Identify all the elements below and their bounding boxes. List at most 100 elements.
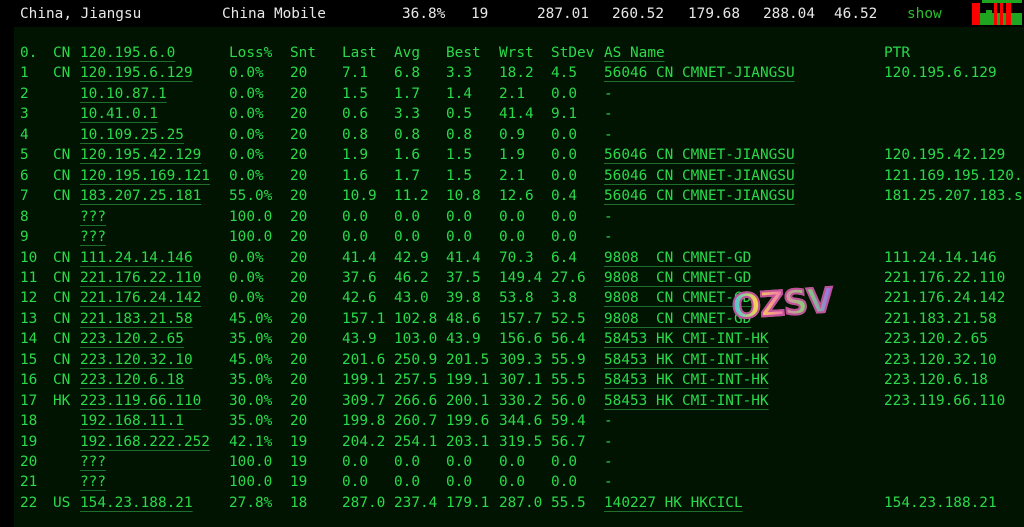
as-cell[interactable]: 140227 HK HKCICL <box>604 494 743 511</box>
avg-cell: 0.8 <box>394 126 420 143</box>
header-best-cell: Best <box>446 45 481 61</box>
host-cell[interactable]: 223.120.32.10 <box>80 351 193 368</box>
host-cell[interactable]: 223.120.6.18 <box>80 372 184 389</box>
show-link[interactable]: show <box>907 6 942 22</box>
avg-cell: 260.7 <box>394 413 438 430</box>
as-cell[interactable]: 9808 CN CMNET-GD <box>604 290 752 307</box>
host-cell[interactable]: ??? <box>80 208 106 225</box>
cc-cell: CN <box>53 310 71 327</box>
snt-cell: 20 <box>290 310 308 327</box>
loss-cell: 35.0% <box>229 372 273 389</box>
loss-cell: 0.0% <box>229 290 264 307</box>
as-cell[interactable]: 58453 HK CMI-INT-HK <box>604 392 769 409</box>
cc-cell: CN <box>53 65 71 82</box>
last-cell: 199.1 <box>342 372 386 389</box>
as-cell[interactable]: 56046 CN CMNET-JIANGSU <box>604 65 795 82</box>
header-host-cell[interactable]: 120.195.6.0 <box>80 45 176 61</box>
no-cell: 3 <box>20 106 29 123</box>
as-cell[interactable]: 9808 CN CMNET-GD <box>604 249 752 266</box>
loss-cell: 55.0% <box>229 188 273 205</box>
snt-cell: 19 <box>290 474 308 491</box>
ptr-cell: 120.195.6.129 <box>884 65 997 82</box>
stdev-cell: 56.7 <box>551 433 586 450</box>
host-cell[interactable]: 223.120.2.65 <box>80 331 184 348</box>
wrst-cell: 1.9 <box>499 147 525 164</box>
host-cell[interactable]: 120.195.6.129 <box>80 65 193 82</box>
as-cell[interactable]: 9808 CN CMNET-GD <box>604 269 752 286</box>
host-cell[interactable]: 10.10.87.1 <box>80 85 167 102</box>
spark-loss <box>972 3 980 25</box>
ptr-cell: 223.120.32.10 <box>884 351 997 368</box>
table-row: 12 CN 221.176.24.142 0.0% 20 42.6 43.0 39.8 53.8… <box>14 288 1024 308</box>
host-cell[interactable]: 120.195.42.129 <box>80 147 202 164</box>
host-cell[interactable]: 221.176.24.142 <box>80 290 202 307</box>
wrst-cell: 0.9 <box>499 126 525 143</box>
host-cell[interactable]: 183.207.25.181 <box>80 188 202 205</box>
wrst-cell: 157.7 <box>499 310 543 327</box>
host-cell[interactable]: 223.119.66.110 <box>80 392 202 409</box>
host-cell[interactable]: 192.168.11.1 <box>80 413 184 430</box>
host-cell[interactable]: 192.168.222.252 <box>80 433 210 450</box>
wrst-cell: 70.3 <box>499 249 534 266</box>
host-cell[interactable]: ??? <box>80 229 106 246</box>
header-cc-cell: CN <box>53 45 71 61</box>
host-cell[interactable]: 221.183.21.58 <box>80 310 193 327</box>
as-cell[interactable]: 56046 CN CMNET-JIANGSU <box>604 167 795 184</box>
stdev-cell: 0.0 <box>551 454 577 470</box>
stdev-cell: 55.9 <box>551 351 586 368</box>
stdev-cell: 4.5 <box>551 65 577 82</box>
table-row: 7 CN 183.207.25.181 55.0% 20 10.9 11.2 10.8 12.6… <box>14 186 1024 206</box>
cc-cell: HK <box>53 392 71 409</box>
host-cell[interactable]: ??? <box>80 474 106 491</box>
as-cell: - <box>604 85 613 102</box>
header-avg-cell: Avg <box>394 45 420 61</box>
ptr-cell: 154.23.188.21 <box>884 494 997 511</box>
as-cell: - <box>604 474 613 491</box>
as-cell: - <box>604 106 613 123</box>
as-cell[interactable]: 58453 HK CMI-INT-HK <box>604 351 769 368</box>
stdev-cell: 55.5 <box>551 494 586 511</box>
as-cell[interactable]: 56046 CN CMNET-JIANGSU <box>604 188 795 205</box>
no-cell: 12 <box>20 290 38 307</box>
ptr-cell: 121.169.195.120. <box>884 167 1023 184</box>
avg-cell: 1.7 <box>394 167 420 184</box>
stdev-cell: 52.5 <box>551 310 586 327</box>
host-cell[interactable]: 10.41.0.1 <box>80 106 158 123</box>
wrst-cell: 309.3 <box>499 351 543 368</box>
no-cell: 15 <box>20 351 38 368</box>
host-cell[interactable]: ??? <box>80 454 106 470</box>
loss-cell: 0.0% <box>229 126 264 143</box>
as-cell[interactable]: 56046 CN CMNET-JIANGSU <box>604 147 795 164</box>
table-row: 19 192.168.222.252 42.1% 19 204.2 254.1 203.1 3… <box>14 432 1024 452</box>
host-cell[interactable]: 120.195.169.121 <box>80 167 210 184</box>
loss-cell: 27.8% <box>229 494 273 511</box>
as-cell[interactable]: 58453 HK CMI-INT-HK <box>604 372 769 389</box>
host-cell[interactable]: 111.24.14.146 <box>80 249 193 266</box>
best-cell: 48.6 <box>446 310 481 327</box>
no-cell: 10 <box>20 249 38 266</box>
table-header-row: 0. CN 120.195.6.0 Loss% Snt Last Avg Best Wrst St… <box>14 43 1024 63</box>
wrst-cell: 156.6 <box>499 331 543 348</box>
no-cell: 8 <box>20 208 29 225</box>
spark-top <box>982 0 1022 3</box>
host-cell[interactable]: 221.176.22.110 <box>80 269 202 286</box>
header-as-cell[interactable]: AS Name <box>604 45 665 61</box>
best-cell: 200.1 <box>446 392 490 409</box>
loss-cell: 42.1% <box>229 433 273 450</box>
best-cell: 39.8 <box>446 290 481 307</box>
host-cell[interactable]: 10.109.25.25 <box>80 126 184 143</box>
best-cell: 0.5 <box>446 106 472 123</box>
no-cell: 7 <box>20 188 29 205</box>
avg-cell: 6.8 <box>394 65 420 82</box>
last-cell: 43.9 <box>342 331 377 348</box>
last-cell: 1.5 <box>342 85 368 102</box>
avg-cell: 0.0 <box>394 229 420 246</box>
snt-cell: 20 <box>290 85 308 102</box>
host-cell[interactable]: 154.23.188.21 <box>80 494 193 511</box>
avg-cell: 237.4 <box>394 494 438 511</box>
best-cell: 41.4 <box>446 249 481 266</box>
as-cell[interactable]: 9808 CN CMNET-GD <box>604 310 752 327</box>
no-cell: 17 <box>20 392 38 409</box>
as-cell[interactable]: 58453 HK CMI-INT-HK <box>604 331 769 348</box>
last-cell: 1.9 <box>342 147 368 164</box>
